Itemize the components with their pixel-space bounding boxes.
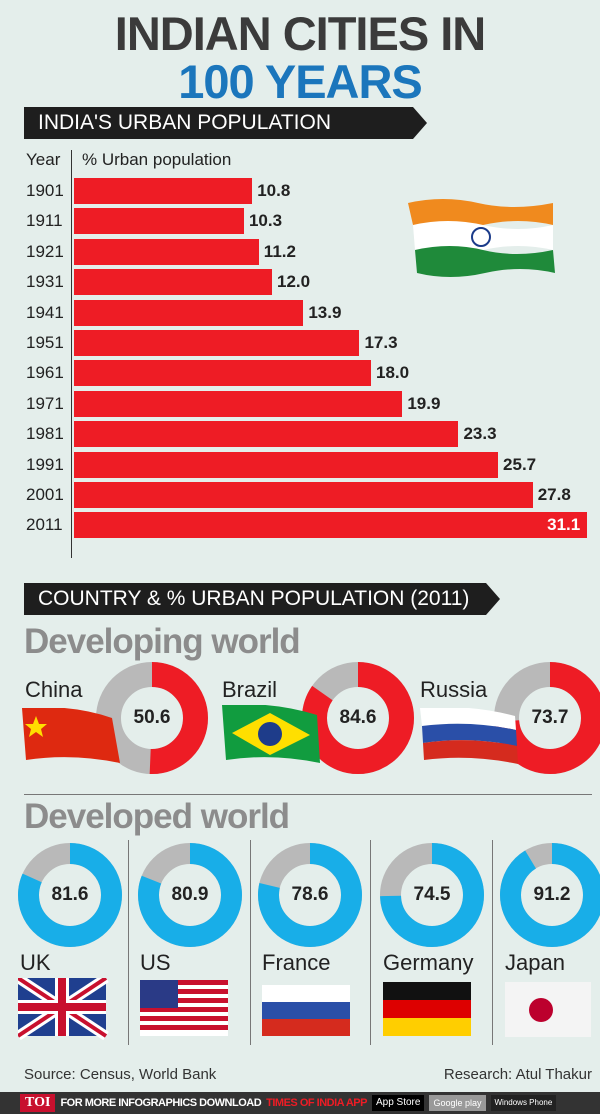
y-axis-label: Year bbox=[26, 150, 61, 169]
footer-text: FOR MORE INFOGRAPHICS DOWNLOAD bbox=[60, 1097, 262, 1109]
year-label: 1971 bbox=[26, 393, 64, 413]
bar-1961 bbox=[74, 360, 371, 387]
donut-label: 81.6 bbox=[51, 884, 89, 905]
bar-1911 bbox=[74, 208, 244, 235]
bar-1991 bbox=[74, 451, 499, 478]
donut-value-japan bbox=[500, 843, 600, 947]
year-label: 1991 bbox=[26, 454, 64, 474]
title-line2: 100 YEARS bbox=[178, 55, 423, 108]
footer-app-link[interactable]: TIMES OF INDIA APP bbox=[266, 1097, 367, 1109]
country-name: France bbox=[262, 950, 331, 975]
russia-flag-icon bbox=[420, 708, 518, 764]
section-header-countries: COUNTRY & % URBAN POPULATION (2011) bbox=[24, 583, 500, 615]
research-credit: Research: Atul Thakur bbox=[443, 1066, 592, 1083]
bar-1941 bbox=[74, 299, 304, 326]
bar-value-label: 12.0 bbox=[277, 272, 311, 292]
bar-value-label: 25.7 bbox=[503, 454, 537, 474]
germany-flag-icon bbox=[383, 982, 471, 1036]
donut-value-us bbox=[138, 843, 242, 947]
bar-value-label: 13.9 bbox=[308, 302, 342, 322]
bar-1901 bbox=[74, 178, 253, 204]
bar-value-label: 10.3 bbox=[248, 211, 283, 231]
year-label: 1951 bbox=[26, 333, 64, 352]
developing-world-heading: Developing world bbox=[24, 622, 301, 661]
donut-label: 78.6 bbox=[291, 884, 329, 905]
donut-label: 50.6 bbox=[133, 707, 171, 728]
divider bbox=[24, 794, 592, 795]
source-text: Source: Census, World Bank bbox=[24, 1066, 217, 1083]
brazil-flag-icon bbox=[222, 705, 320, 763]
axis-line bbox=[71, 150, 72, 558]
donut-label: 74.5 bbox=[413, 884, 451, 905]
bar-1951 bbox=[74, 330, 360, 356]
divider bbox=[128, 840, 129, 1045]
japan-flag-icon bbox=[505, 982, 591, 1037]
country-name: US bbox=[140, 950, 171, 975]
developed-world-heading: Developed world bbox=[24, 797, 290, 836]
divider bbox=[492, 840, 493, 1045]
year-label: 1911 bbox=[26, 211, 63, 231]
divider bbox=[250, 840, 251, 1045]
bar-1981 bbox=[74, 421, 459, 448]
donut-label: 91.2 bbox=[533, 884, 571, 905]
donut-value-france bbox=[258, 843, 362, 947]
year-label: 1941 bbox=[26, 302, 64, 322]
bar-value-label: 23.3 bbox=[463, 424, 497, 444]
us-flag-icon bbox=[140, 980, 228, 1036]
donut-value-china bbox=[96, 662, 208, 774]
x-axis-label: % Urban population bbox=[82, 150, 232, 169]
country-name: Brazil bbox=[222, 677, 278, 702]
bar-value-label: 27.8 bbox=[537, 485, 571, 504]
donut-label: 84.6 bbox=[339, 707, 377, 728]
bar-value-label: 18.0 bbox=[376, 363, 410, 383]
country-name: China bbox=[25, 677, 83, 702]
bar-2001 bbox=[74, 482, 533, 508]
uk-flag-icon bbox=[18, 978, 109, 1040]
bar-value-label: 19.9 bbox=[407, 393, 441, 413]
bar-value-label: 31.1 bbox=[547, 515, 581, 535]
year-label: 2001 bbox=[26, 485, 64, 504]
donut-value-uk bbox=[18, 843, 122, 947]
app-store-badge[interactable]: App Store bbox=[371, 1095, 425, 1111]
footer-bar: TOI FOR MORE INFOGRAPHICS DOWNLOAD TIMES… bbox=[0, 1092, 600, 1114]
google-play-badge[interactable]: Google play bbox=[429, 1095, 486, 1111]
donut-label: 80.9 bbox=[171, 884, 209, 905]
year-label: 1981 bbox=[26, 424, 64, 444]
china-flag-icon bbox=[22, 708, 120, 763]
year-label: 1901 bbox=[26, 181, 64, 200]
donut-value-russia bbox=[494, 662, 600, 774]
india-flag-icon bbox=[408, 199, 555, 277]
bar-value-label: 11.2 bbox=[263, 241, 296, 261]
country-name: Japan bbox=[505, 950, 565, 975]
country-name: UK bbox=[20, 950, 51, 975]
toi-logo: TOI bbox=[20, 1094, 56, 1112]
bar-value-label: 17.3 bbox=[364, 333, 398, 352]
title-line1: INDIAN CITIES IN bbox=[114, 7, 486, 60]
divider bbox=[370, 840, 371, 1045]
year-label: 2011 bbox=[26, 515, 63, 535]
bar-2011 bbox=[74, 512, 588, 539]
bar-1931 bbox=[74, 269, 272, 296]
country-name: Germany bbox=[383, 950, 474, 975]
donut-label: 73.7 bbox=[531, 707, 569, 728]
year-label: 1961 bbox=[26, 363, 64, 383]
bar-1921 bbox=[74, 238, 259, 265]
windows-phone-badge[interactable]: Windows Phone bbox=[490, 1095, 557, 1111]
country-name: Russia bbox=[420, 677, 488, 702]
donut-value-germany bbox=[380, 843, 484, 947]
year-label: 1921 bbox=[26, 241, 64, 261]
bar-value-label: 10.8 bbox=[257, 181, 291, 200]
section-header-india: INDIA'S URBAN POPULATION bbox=[24, 107, 427, 139]
france-flag-icon bbox=[262, 985, 350, 1036]
year-label: 1931 bbox=[26, 272, 64, 292]
bar-1971 bbox=[74, 390, 403, 417]
